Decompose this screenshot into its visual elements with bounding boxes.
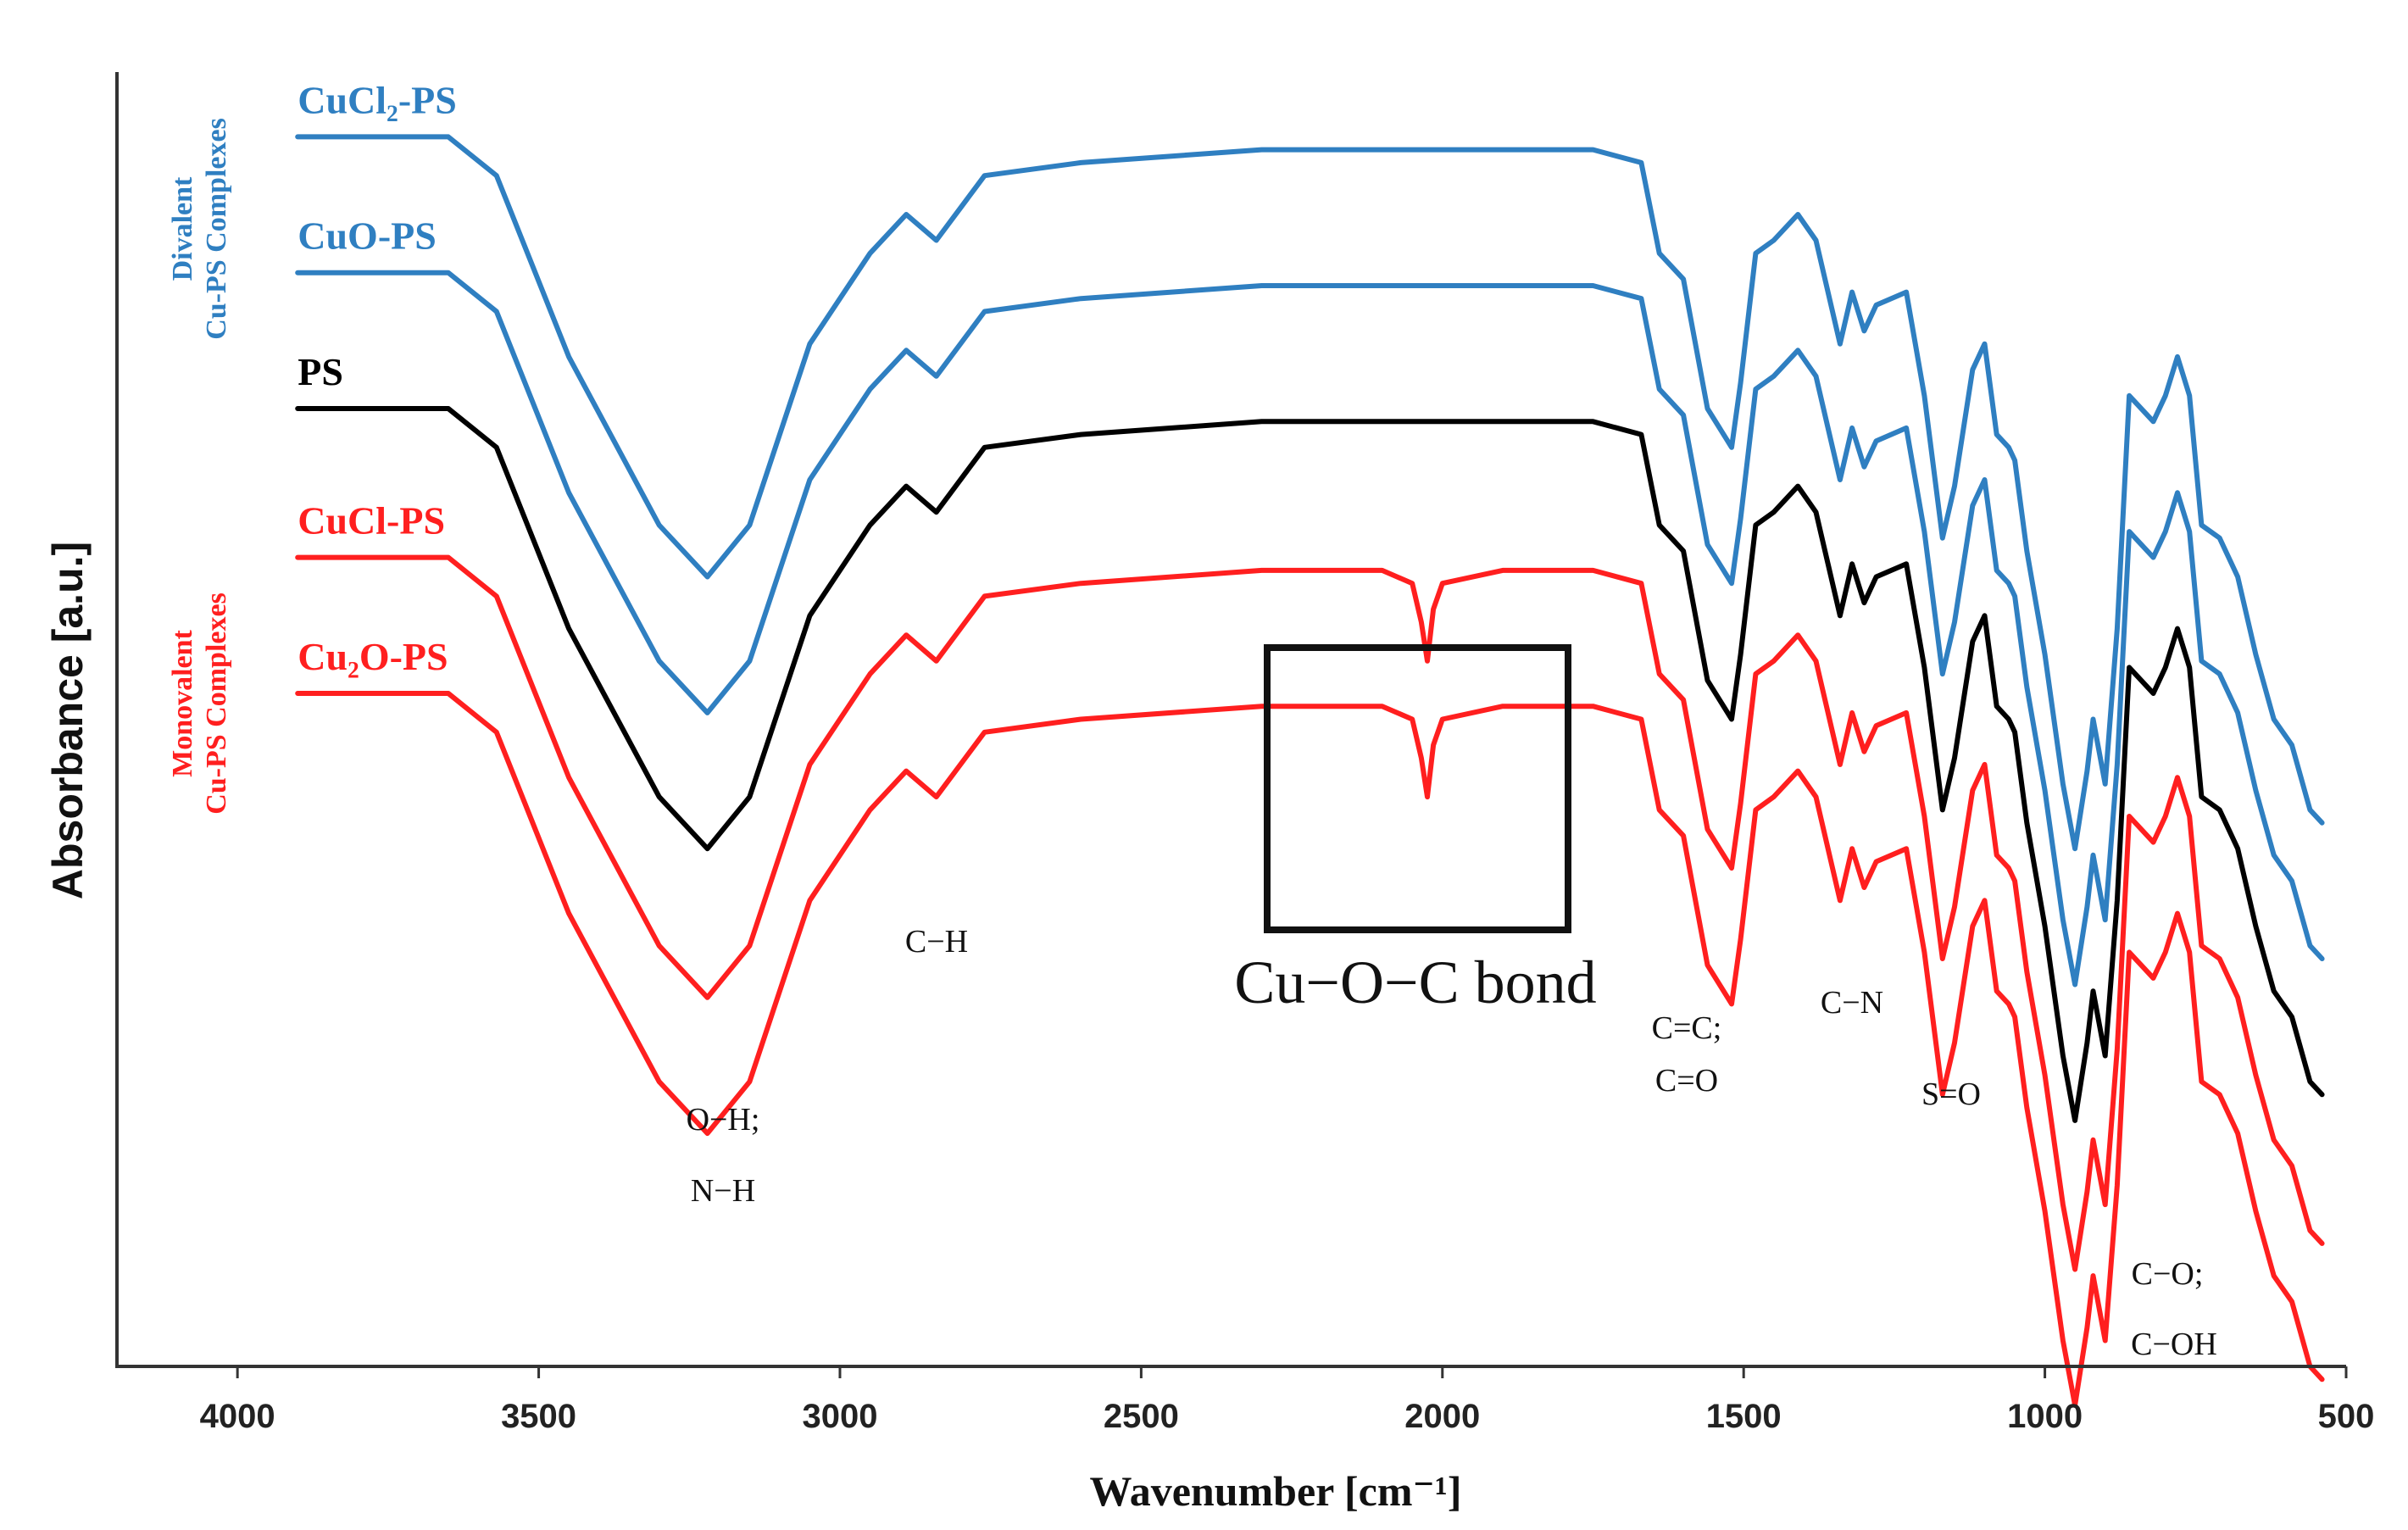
x-tick-label: 3000 [802,1398,877,1435]
band-annotations: Cu−O−C bond O−H; N−H C−H C=C; C=O C−N S=… [687,644,2217,1362]
series-line-1 [295,134,2325,852]
group-label-divalent-line1: Divalent [167,176,198,281]
cu-o-c-bond-label: Cu−O−C bond [1234,949,1596,1016]
series-line-3 [295,406,2325,1123]
series-labels: CuCl₂-PS CuO-PS PS CuCl-PS Cu₂O-PS [298,78,457,678]
axes [115,72,2346,1368]
series-label-4: CuCl-PS [298,499,445,542]
x-tick-label: 500 [2318,1398,2375,1435]
series-line-2 [295,270,2325,988]
ch-band-label: C−H [905,924,968,960]
co-band-label: C=O [1655,1063,1718,1099]
cu-o-c-bond-box [1264,644,1571,933]
nh-band-label: N−H [691,1173,755,1209]
series-label-1: CuCl₂-PS [298,78,457,121]
x-axis-title: Wavenumber [cm⁻¹] [1089,1467,1461,1515]
cn-band-label: C−N [1821,985,1883,1021]
x-tick-label: 2500 [1104,1398,1179,1435]
x-tick-label: 1500 [1706,1398,1782,1435]
y-axis-title: Absorbance [a.u.] [44,542,92,899]
x-ticks: 4000 3500 3000 2500 2000 1500 1000 500 [200,1366,2375,1435]
series-label-2: CuO-PS [298,214,437,258]
c-o-band-label: C−O; [2132,1256,2204,1292]
series-label-3: PS [298,350,343,393]
x-tick-label: 3500 [501,1398,576,1435]
group-label-divalent-line2: Cu-PS Complexes [201,118,232,340]
series-line-5 [295,691,2325,1408]
group-labels: Divalent Cu-PS Complexes Monovalent Cu-P… [167,118,232,815]
series-layer [295,134,2325,1408]
x-tick-label: 4000 [200,1398,275,1435]
c-oh-band-label: C−OH [2131,1327,2217,1362]
oh-band-label: O−H; [687,1102,760,1138]
group-label-monovalent-line2: Cu-PS Complexes [201,593,232,815]
so-band-label: S=O [1921,1077,1981,1112]
x-tick-label: 1000 [2007,1398,2083,1435]
cc-band-label: C=C; [1652,1010,1722,1046]
group-label-monovalent-line1: Monovalent [167,629,198,776]
series-line-4 [295,554,2325,1272]
x-tick-label: 2000 [1404,1398,1480,1435]
series-label-5: Cu₂O-PS [298,635,448,678]
